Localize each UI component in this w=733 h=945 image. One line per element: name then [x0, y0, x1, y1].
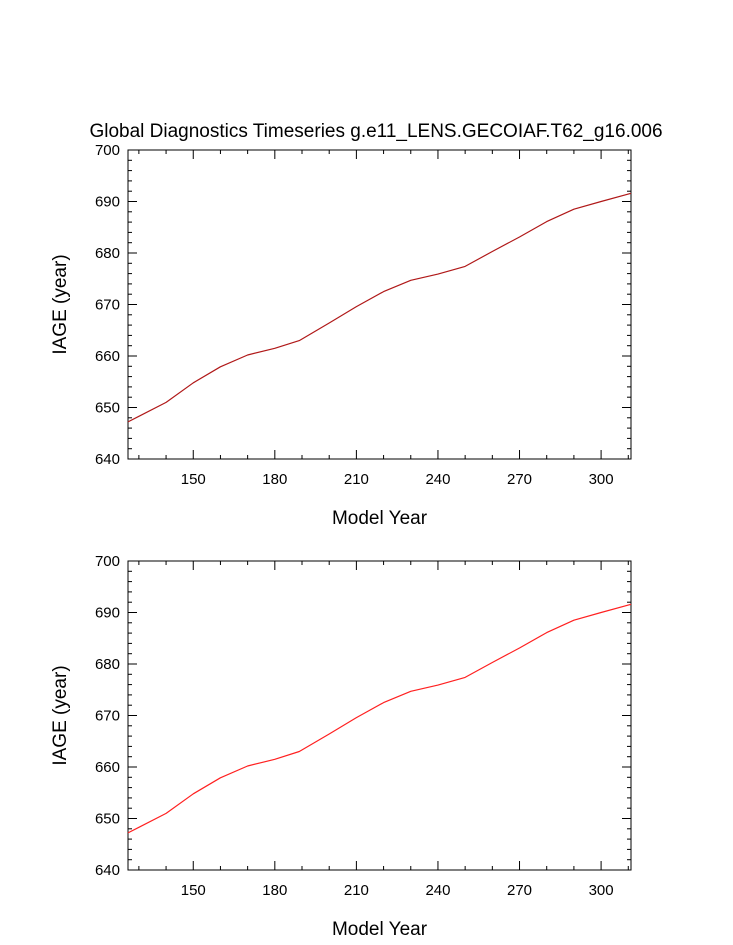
bottom-x-axis-title: Model Year: [332, 919, 428, 940]
bottom-x-tick-label: 270: [507, 882, 532, 899]
top-x-tick-label: 300: [589, 471, 614, 488]
bottom-y-tick-label: 690: [95, 605, 120, 622]
top-x-tick-label: 180: [262, 471, 287, 488]
top-x-tick-label: 240: [425, 471, 450, 488]
bottom-x-tick-label: 210: [344, 882, 369, 899]
top-x-axis-title: Model Year: [332, 508, 428, 529]
bottom-chart-panel: 150 180 210 240 270 300 640 650 660 670 680 690 700 M…: [50, 553, 632, 940]
top-y-tick-label: 680: [95, 245, 120, 262]
bottom-y-tick-label: 660: [95, 759, 120, 776]
bottom-y-tick-label: 680: [95, 656, 120, 673]
bottom-x-tick-label: 300: [589, 882, 614, 899]
top-y-axis-title: IAGE (year): [50, 254, 71, 354]
bottom-y-tick-label: 700: [95, 553, 120, 570]
top-y-tick-label: 650: [95, 400, 120, 417]
top-x-tick-label: 150: [181, 471, 206, 488]
bottom-series-line-0: [127, 603, 632, 834]
bottom-x-tick-label: 240: [425, 882, 450, 899]
top-y-tick-label: 660: [95, 348, 120, 365]
top-x-tick-label: 210: [344, 471, 369, 488]
bottom-y-tick-label: 650: [95, 811, 120, 828]
top-chart-panel: 150 180 210 240 270 300 640 650 660 670 680 690 700 M…: [50, 142, 632, 529]
top-x-tick-label: 270: [507, 471, 532, 488]
top-series-line-0: [127, 192, 632, 423]
top-y-tick-label: 690: [95, 194, 120, 211]
bottom-x-tick-label: 150: [181, 882, 206, 899]
bottom-y-axis-title: IAGE (year): [50, 665, 71, 765]
figure-title: Global Diagnostics Timeseries g.e11_LENS…: [89, 121, 662, 142]
bottom-y-tick-label: 670: [95, 708, 120, 725]
bottom-plot-frame: [127, 560, 632, 871]
top-y-tick-label: 670: [95, 297, 120, 314]
top-y-tick-label: 640: [95, 451, 120, 468]
top-y-tick-label: 700: [95, 142, 120, 159]
bottom-x-tick-label: 180: [262, 882, 287, 899]
top-plot-frame: [127, 149, 632, 460]
bottom-y-tick-label: 640: [95, 862, 120, 879]
